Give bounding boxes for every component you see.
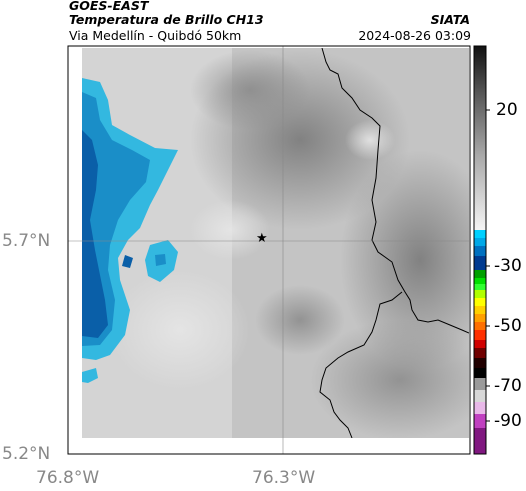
colorbar — [473, 45, 490, 455]
brand-label: SIATA — [430, 12, 470, 27]
brightness-field — [82, 48, 469, 438]
colorbar-tick-label: -30 — [494, 256, 522, 276]
colorbar-tick-label: -50 — [494, 316, 522, 336]
timestamp: 2024-08-26 03:09 — [358, 28, 471, 43]
location-star-icon: ★ — [256, 231, 268, 246]
lon-tick-label: 76.3°W — [252, 468, 316, 488]
border-line — [321, 48, 469, 334]
product-title: Temperatura de Brillo CH13 — [69, 12, 264, 27]
colorbar-tick-label: -70 — [494, 376, 522, 396]
cold-cloud-blob — [82, 368, 98, 383]
region-label: Via Medellín - Quibdó 50km — [69, 28, 242, 43]
lon-tick-label: 76.8°W — [36, 468, 100, 488]
colorbar-tick-label: 20 — [496, 100, 518, 120]
cold-cloud-core — [82, 130, 108, 338]
colorbar-tick-label: -90 — [494, 411, 522, 431]
satellite-name: GOES-EAST — [69, 0, 149, 13]
lat-tick-label: 5.7°N — [2, 231, 51, 251]
lat-tick-label: 5.2°N — [2, 444, 51, 464]
